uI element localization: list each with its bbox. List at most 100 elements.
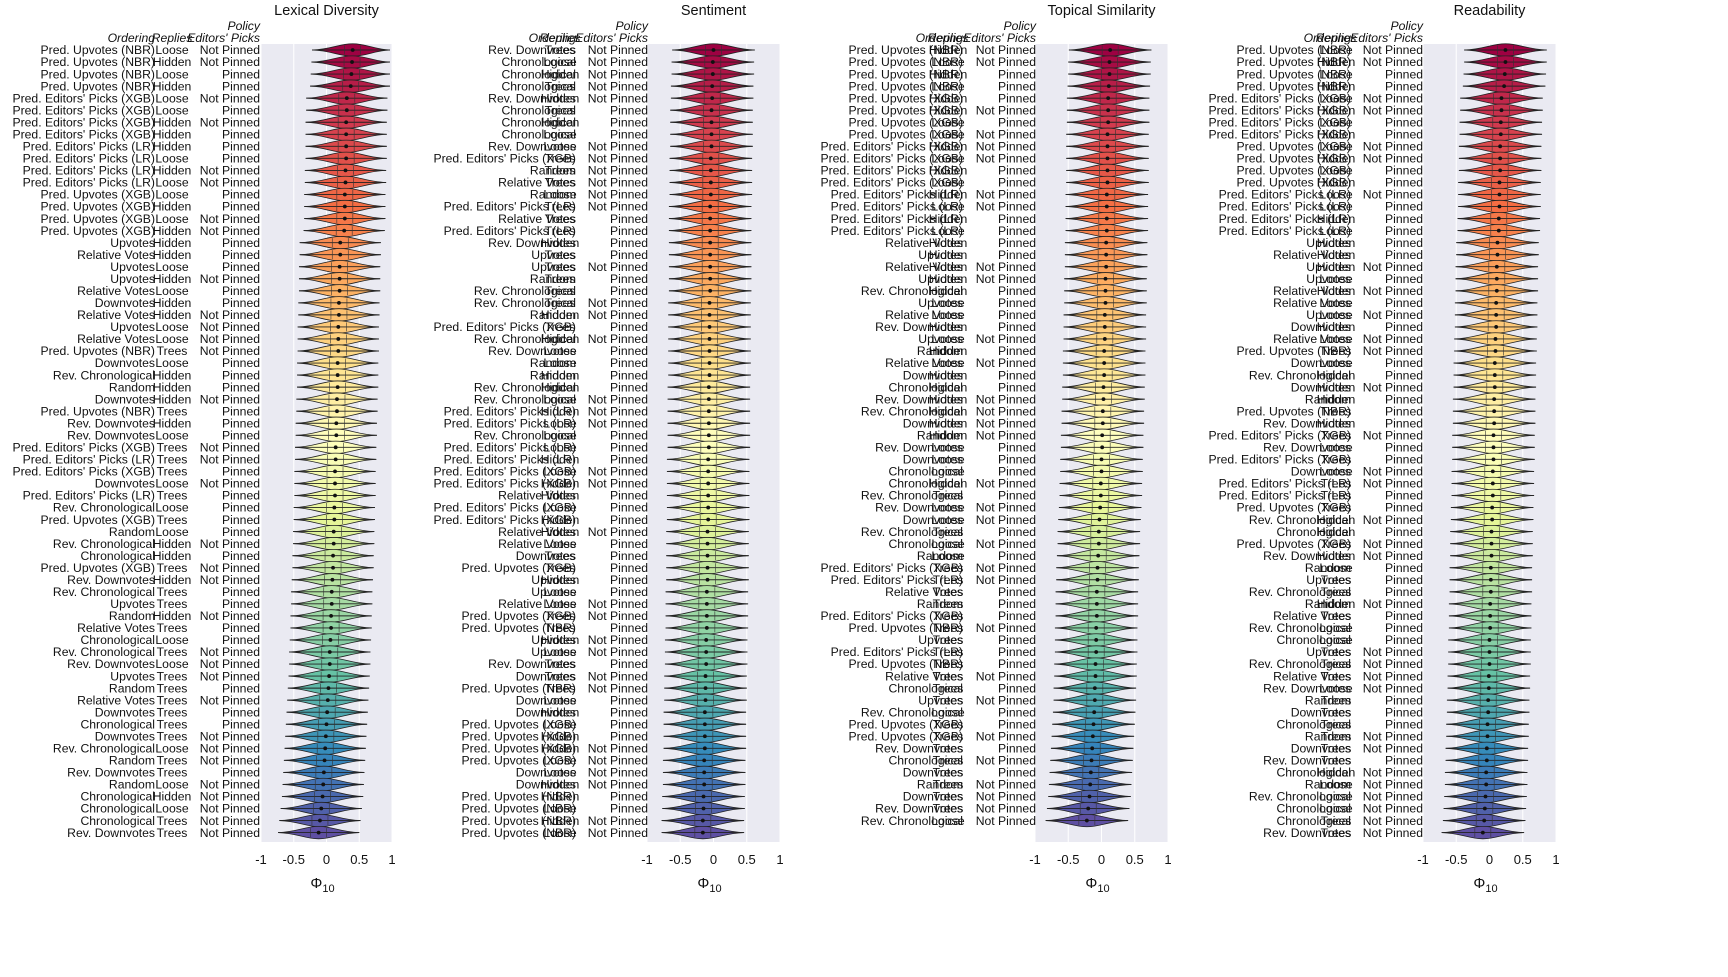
mean-point [1094, 589, 1099, 594]
ordering-label: Chronological [501, 55, 576, 69]
editors-picks-label: Pinned [610, 657, 648, 671]
mean-point [1484, 746, 1489, 751]
ordering-label: Pred. Upvotes (XGB) [849, 103, 963, 117]
replies-label: Hidden [153, 164, 192, 178]
ordering-label: Pred. Editors' Picks (XGB) [1208, 127, 1351, 141]
ordering-label: Pred. Upvotes (NBR) [1237, 344, 1351, 358]
ordering-label: Pred. Editors' Picks (LR) [1219, 224, 1351, 238]
violin-row: Pred. Upvotes (XGB)Trees Not Pinned [849, 729, 1135, 743]
mean-point [702, 782, 707, 787]
ordering-label: Pred. Editors' Picks (LR) [831, 200, 963, 214]
mean-point [1495, 240, 1500, 245]
mean-point [1104, 240, 1109, 245]
replies-label: Hidden [929, 236, 968, 250]
mean-point [1104, 216, 1109, 221]
mean-point [1092, 698, 1097, 703]
ordering-label: Random [1305, 778, 1351, 792]
mean-point [1502, 84, 1507, 89]
ordering-label: Upvotes [918, 332, 963, 346]
mean-point [1490, 469, 1495, 474]
violin-row: Pred. Upvotes (XGB)Hidden Not Pinned [462, 742, 747, 756]
mean-point [701, 806, 706, 811]
ordering-label: Rev. Downvotes [875, 392, 963, 406]
panel-title: Topical Similarity [1048, 3, 1157, 19]
editors-picks-label: Not Pinned [588, 67, 648, 81]
mean-point [1099, 469, 1104, 474]
ordering-label: Pred. Upvotes (XGB) [41, 561, 155, 575]
ordering-label: Upvotes [531, 585, 576, 599]
mean-point [1104, 264, 1109, 269]
mean-point [342, 216, 347, 221]
mean-point [1096, 553, 1101, 558]
ordering-label: Pred. Editors' Picks (LR) [1219, 200, 1351, 214]
replies-label: Hidden [1317, 392, 1356, 406]
mean-point [706, 481, 711, 486]
mean-point [1490, 505, 1495, 510]
editors-picks-label: Not Pinned [1363, 43, 1423, 57]
replies-label: Trees [157, 705, 188, 719]
ordering-label: Rev. Downvotes [875, 802, 963, 816]
editors-picks-label: Pinned [222, 368, 260, 382]
replies-label: Trees [157, 766, 188, 780]
editors-picks-label: Pinned [998, 633, 1036, 647]
ordering-label: Rev. Chronological [861, 489, 963, 503]
editors-picks-label: Pinned [222, 404, 260, 418]
replies-label: Trees [545, 43, 576, 57]
replies-label: Trees [545, 103, 576, 117]
editors-picks-label: Not Pinned [588, 140, 648, 154]
ordering-label: Pred. Upvotes (XGB) [41, 224, 155, 238]
replies-label: Hidden [153, 368, 192, 382]
mean-point [343, 168, 348, 173]
editors-picks-label: Pinned [610, 441, 648, 455]
replies-label: Trees [157, 453, 188, 467]
mean-point [700, 818, 705, 823]
violin-row: Pred. Upvotes (XGB)Hidden Pinned [1237, 176, 1541, 190]
mean-point [327, 650, 332, 654]
replies-label: Loose [543, 585, 576, 599]
editors-picks-label: Not Pinned [976, 669, 1036, 683]
replies-label: Trees [933, 597, 964, 611]
mean-point [1094, 626, 1099, 630]
replies-label: Loose [155, 428, 188, 442]
mean-point [338, 252, 343, 257]
mean-point [708, 180, 713, 185]
violin-row: Pred. Editors' Picks (XGB)Trees Not Pinne… [12, 441, 377, 455]
editors-picks-label: Not Pinned [976, 501, 1036, 515]
editors-picks-label: Pinned [998, 657, 1036, 671]
x-tick-label: -0.5 [283, 852, 305, 867]
editors-picks-label: Not Pinned [588, 332, 648, 346]
editors-picks-label: Not Pinned [976, 537, 1036, 551]
editors-picks-label: Not Pinned [976, 188, 1036, 202]
violin-row: Pred. Upvotes (XGB)Hidden Pinned [849, 91, 1150, 105]
replies-label: Loose [155, 778, 188, 792]
editors-picks-label: Pinned [610, 115, 648, 129]
ordering-label: Relative Votes [77, 284, 155, 298]
violin-row: Pred. Upvotes (XGB)Hidden Not Pinned [849, 103, 1150, 117]
mean-point [706, 505, 711, 510]
mean-point [706, 397, 711, 402]
mean-point [342, 204, 347, 209]
ordering-label: Downvotes [95, 356, 155, 370]
x-tick-label: 0.5 [350, 852, 368, 867]
replies-label: Trees [933, 754, 964, 768]
replies-label: Hidden [1317, 766, 1356, 780]
mean-point [344, 132, 349, 137]
mean-point [333, 445, 338, 450]
x-tick-label: -0.5 [1057, 852, 1079, 867]
ordering-label: Relative Votes [1273, 296, 1351, 310]
ordering-label: Downvotes [516, 549, 576, 563]
replies-label: Hidden [541, 814, 580, 828]
ordering-label: Relative Votes [1273, 609, 1351, 623]
ordering-label: Rev. Chronological [474, 332, 576, 346]
